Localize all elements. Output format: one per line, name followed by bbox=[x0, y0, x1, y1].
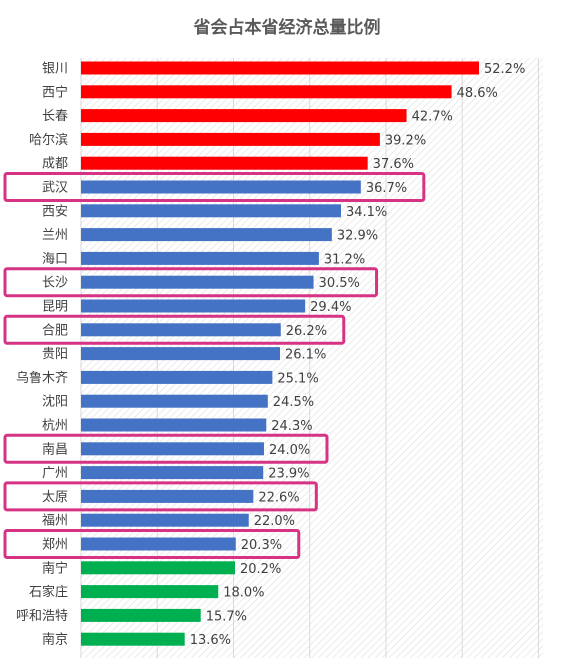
category-label: 乌鲁木齐 bbox=[16, 370, 68, 386]
bar bbox=[81, 180, 361, 194]
value-label: 24.3% bbox=[271, 419, 312, 434]
value-label: 24.0% bbox=[269, 443, 310, 458]
category-label: 杭州 bbox=[42, 419, 68, 434]
category-label: 武汉 bbox=[42, 181, 68, 196]
bar bbox=[81, 251, 319, 265]
value-label: 18.0% bbox=[223, 586, 264, 601]
category-label: 长沙 bbox=[42, 276, 68, 291]
value-label: 26.1% bbox=[285, 348, 326, 363]
bar bbox=[81, 513, 249, 527]
bar bbox=[81, 418, 267, 432]
value-label: 37.6% bbox=[373, 157, 414, 172]
bar bbox=[81, 370, 273, 384]
highlight-box bbox=[3, 433, 329, 464]
bar bbox=[81, 323, 281, 337]
category-label: 郑州 bbox=[42, 538, 68, 553]
category-label: 南昌 bbox=[42, 441, 68, 457]
bar bbox=[81, 537, 236, 551]
value-label: 20.3% bbox=[241, 538, 282, 553]
category-label: 长春 bbox=[42, 109, 68, 124]
category-label: 海口 bbox=[42, 252, 68, 267]
highlight-box bbox=[3, 172, 426, 202]
category-label: 广州 bbox=[42, 466, 68, 481]
bar bbox=[81, 632, 185, 646]
value-label: 39.2% bbox=[385, 133, 426, 148]
value-label: 31.2% bbox=[324, 252, 365, 267]
bar bbox=[81, 347, 280, 361]
category-label: 西安 bbox=[42, 204, 68, 219]
bars-group: 银川 52.2% 西宁 48.6% 长春 42.7% 哈尔滨 39.2% 成都 37.6% 武汉 36… bbox=[3, 61, 525, 648]
bar bbox=[81, 85, 452, 99]
value-label: 23.9% bbox=[268, 467, 309, 482]
category-label: 合肥 bbox=[42, 323, 68, 338]
category-label: 成都 bbox=[42, 157, 68, 172]
value-label: 42.7% bbox=[412, 110, 453, 125]
category-label: 昆明 bbox=[42, 300, 68, 315]
bar bbox=[81, 442, 264, 456]
category-label: 贵阳 bbox=[42, 347, 68, 362]
value-label: 15.7% bbox=[206, 609, 247, 624]
value-label: 34.1% bbox=[346, 205, 387, 220]
highlight-box bbox=[3, 481, 318, 512]
value-label: 20.2% bbox=[240, 562, 281, 577]
value-label: 22.0% bbox=[254, 514, 295, 529]
highlight-box bbox=[3, 529, 301, 559]
bar bbox=[81, 585, 219, 599]
category-label: 石家庄 bbox=[29, 584, 68, 600]
category-label: 南京 bbox=[42, 632, 68, 648]
category-label: 兰州 bbox=[42, 228, 68, 243]
bar bbox=[81, 61, 479, 75]
bar bbox=[81, 489, 254, 503]
bar bbox=[81, 466, 264, 480]
value-label: 52.2% bbox=[484, 62, 525, 77]
value-label: 36.7% bbox=[366, 181, 407, 196]
category-label: 沈阳 bbox=[42, 395, 68, 410]
category-label: 南宁 bbox=[42, 560, 68, 576]
bar bbox=[81, 132, 380, 146]
bar bbox=[81, 394, 268, 408]
category-label: 哈尔滨 bbox=[29, 132, 68, 148]
category-label: 太原 bbox=[42, 490, 68, 505]
value-label: 26.2% bbox=[286, 324, 327, 339]
category-label: 呼和浩特 bbox=[16, 609, 68, 624]
highlight-box bbox=[3, 314, 346, 345]
highlight-box bbox=[3, 267, 379, 298]
value-label: 29.4% bbox=[310, 300, 351, 315]
value-label: 48.6% bbox=[457, 86, 498, 101]
value-label: 24.5% bbox=[273, 395, 314, 410]
bar bbox=[81, 299, 306, 313]
category-label: 银川 bbox=[42, 62, 68, 77]
category-label: 西宁 bbox=[42, 84, 68, 100]
value-label: 30.5% bbox=[319, 276, 360, 291]
bar bbox=[81, 109, 407, 123]
value-label: 22.6% bbox=[258, 490, 299, 505]
bar bbox=[81, 228, 332, 242]
value-label: 32.9% bbox=[337, 229, 378, 244]
bar bbox=[81, 608, 201, 622]
category-label: 福州 bbox=[42, 514, 68, 529]
value-label: 25.1% bbox=[277, 371, 318, 386]
bar bbox=[81, 156, 368, 170]
bar bbox=[81, 275, 314, 289]
value-label: 13.6% bbox=[190, 633, 231, 648]
bar bbox=[81, 204, 341, 218]
chart-title: 省会占本省经济总量比例 bbox=[193, 17, 381, 38]
bar bbox=[81, 561, 236, 575]
